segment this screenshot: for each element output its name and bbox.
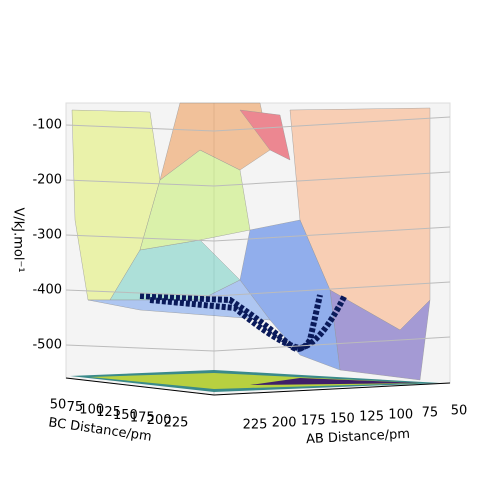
grid-line [65, 344, 215, 352]
grid-line [213, 336, 451, 352]
y-tick-label: 125 [96, 405, 121, 420]
x-axis-line [213, 382, 451, 396]
grid-line [65, 179, 215, 187]
y-tick-label: 50 [50, 398, 67, 413]
grid-line [65, 234, 215, 242]
x-tick-label: 75 [422, 406, 439, 421]
z-tick-label: -200 [32, 173, 62, 188]
x-tick-label: 100 [388, 408, 413, 423]
floor-contours [70, 370, 440, 392]
y-tick-label: 200 [147, 413, 172, 428]
x-tick-label: 200 [272, 416, 297, 431]
y-tick-label: 175 [130, 410, 155, 425]
x-tick-label: 225 [243, 418, 268, 433]
x-tick-label: 175 [301, 414, 326, 429]
y-tick-label: 75 [67, 400, 84, 415]
grid-line [65, 124, 215, 132]
grid-line [213, 116, 451, 132]
x-tick-label: 125 [359, 410, 384, 425]
y-tick-label: 225 [164, 416, 189, 431]
z-tick-label: -500 [32, 338, 62, 353]
grid-line [213, 281, 451, 297]
y-tick-label: 150 [113, 408, 138, 423]
grid-line [65, 289, 215, 297]
z-tick-label: -400 [32, 283, 62, 298]
x-axis-label: AB Distance/pm [306, 427, 411, 447]
x-tick-label: 150 [330, 412, 355, 427]
y-tick-label: 100 [79, 403, 104, 418]
y-axis-line [65, 377, 215, 396]
z-tick-label: -300 [32, 228, 62, 243]
grid-line [213, 226, 451, 242]
z-tick-label: -100 [32, 118, 62, 133]
x-tick-label: 50 [451, 404, 468, 419]
grid-line [213, 171, 451, 187]
z-axis-label: V/kJ.mol⁻¹ [11, 207, 26, 272]
